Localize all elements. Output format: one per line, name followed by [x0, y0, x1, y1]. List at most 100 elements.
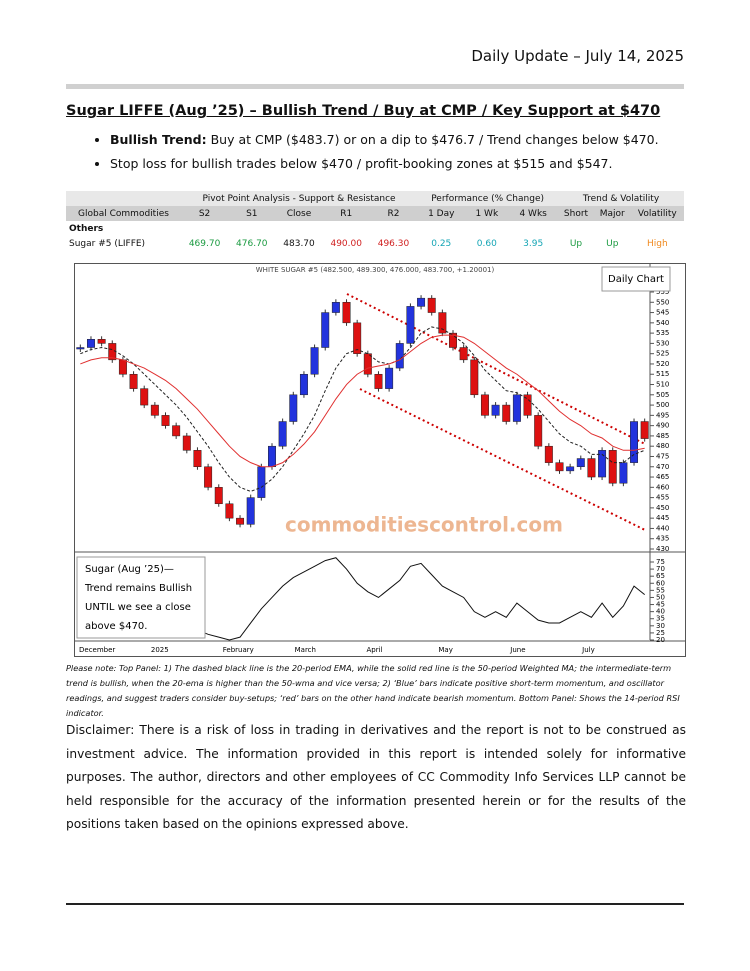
column-header: 4 Wks [508, 206, 559, 221]
candle [76, 347, 85, 350]
candle [182, 435, 191, 451]
candle [491, 404, 500, 416]
x-tick-label: July [581, 646, 595, 654]
cell: Up [569, 238, 583, 249]
candle [129, 373, 138, 389]
candle [544, 445, 553, 463]
candle [97, 339, 106, 344]
y-tick-label: 20 [656, 636, 665, 644]
candle [523, 394, 532, 416]
y-tick-label: 460 [656, 483, 669, 491]
candle [278, 421, 287, 447]
candle [118, 359, 127, 375]
y-tick-label: 75 [656, 558, 665, 566]
y-tick-label: 550 [656, 298, 669, 306]
cell: 496.30 [377, 238, 410, 249]
x-tick-label: March [295, 646, 316, 654]
column-header: S2 [180, 206, 229, 221]
y-tick-label: 485 [656, 432, 669, 440]
y-tick-label: 500 [656, 401, 669, 409]
column-header: Volatility [630, 206, 684, 221]
candle [86, 339, 95, 348]
column-header: Close [275, 206, 323, 221]
annotation: Sugar (Aug ’25)— [85, 564, 174, 575]
annotation-box [76, 556, 206, 639]
y-tick-label: 490 [656, 422, 669, 430]
bullet-text: Buy at CMP ($483.7) or on a dip to $476.… [206, 132, 659, 147]
candle [374, 373, 383, 389]
note: Please note: Top Panel: 1) The dashed bl… [66, 663, 680, 718]
candle [512, 394, 521, 422]
column-header: Global Commodities [66, 206, 181, 221]
y-tick-label: 30 [656, 622, 665, 630]
y-tick-label: 545 [656, 309, 669, 317]
annotation: UNTIL we see a close [85, 602, 191, 613]
x-tick-label: April [367, 646, 383, 654]
cell: High [646, 238, 668, 249]
candle [608, 450, 617, 484]
ma-line [80, 334, 645, 468]
disclaimer: Disclaimer: There is a risk of loss in t… [66, 723, 686, 831]
candle [161, 415, 170, 426]
candle [363, 353, 372, 375]
cell: 490.00 [330, 238, 362, 249]
cell: Sugar #5 (LIFFE) [69, 238, 146, 249]
candle [406, 306, 415, 344]
candle [427, 297, 436, 313]
section: Others [69, 223, 104, 234]
candle [395, 343, 404, 369]
group-header: Pivot Point Analysis - Support & Resista… [180, 191, 418, 206]
column-header: Short [558, 206, 594, 221]
y-tick-label: 525 [656, 350, 669, 358]
candle [438, 312, 447, 334]
candle [172, 425, 181, 437]
y-tick-label: 55 [656, 586, 665, 594]
candle [331, 302, 340, 313]
candle [321, 312, 330, 348]
candle [630, 421, 639, 463]
y-tick-label: 70 [656, 565, 665, 573]
candle [353, 322, 362, 354]
y-tick-label: 530 [656, 339, 669, 347]
header-date: Daily Update – July 14, 2025 [471, 47, 684, 65]
candle [257, 466, 266, 498]
cell: Up [606, 238, 619, 249]
candle [502, 404, 511, 422]
column-header: R2 [369, 206, 418, 221]
y-tick-label: 470 [656, 463, 669, 471]
watermark: commoditiescontrol.com [285, 513, 563, 537]
y-tick-label: 510 [656, 381, 669, 389]
y-tick-label: 65 [656, 572, 665, 580]
candle [225, 503, 234, 519]
candle [566, 466, 575, 472]
y-tick-label: 495 [656, 411, 669, 419]
channel [346, 293, 646, 445]
cell: 469.70 [188, 238, 221, 249]
candle [310, 347, 319, 375]
candle [236, 517, 245, 525]
y-tick-label: 450 [656, 504, 669, 512]
y-tick-label: 465 [656, 473, 669, 481]
y-tick-label: 50 [656, 593, 665, 601]
column-header: S1 [228, 206, 276, 221]
bullet-label: Bullish Trend: [110, 132, 207, 147]
y-tick-label: 475 [656, 452, 669, 460]
candle [289, 394, 298, 422]
y-tick-label: 40 [656, 608, 665, 616]
y-tick-label: 535 [656, 329, 669, 337]
title: Sugar LIFFE (Aug ’25) – Bullish Trend / … [66, 103, 661, 119]
y-tick-label: 555 [656, 288, 669, 296]
y-tick-label: 505 [656, 391, 669, 399]
x-tick-label: 2025 [151, 646, 169, 654]
cell: 483.70 [283, 238, 315, 249]
table: Pivot Point Analysis - Support & Resista… [66, 191, 684, 251]
badge-box [601, 266, 671, 292]
candle [619, 462, 628, 484]
x-tick-label: December [79, 646, 115, 654]
candle [576, 458, 585, 468]
annotation: Trend remains Bullish [84, 583, 192, 594]
candle [555, 462, 564, 472]
y-tick-label: 430 [656, 545, 669, 553]
candle [150, 404, 159, 416]
